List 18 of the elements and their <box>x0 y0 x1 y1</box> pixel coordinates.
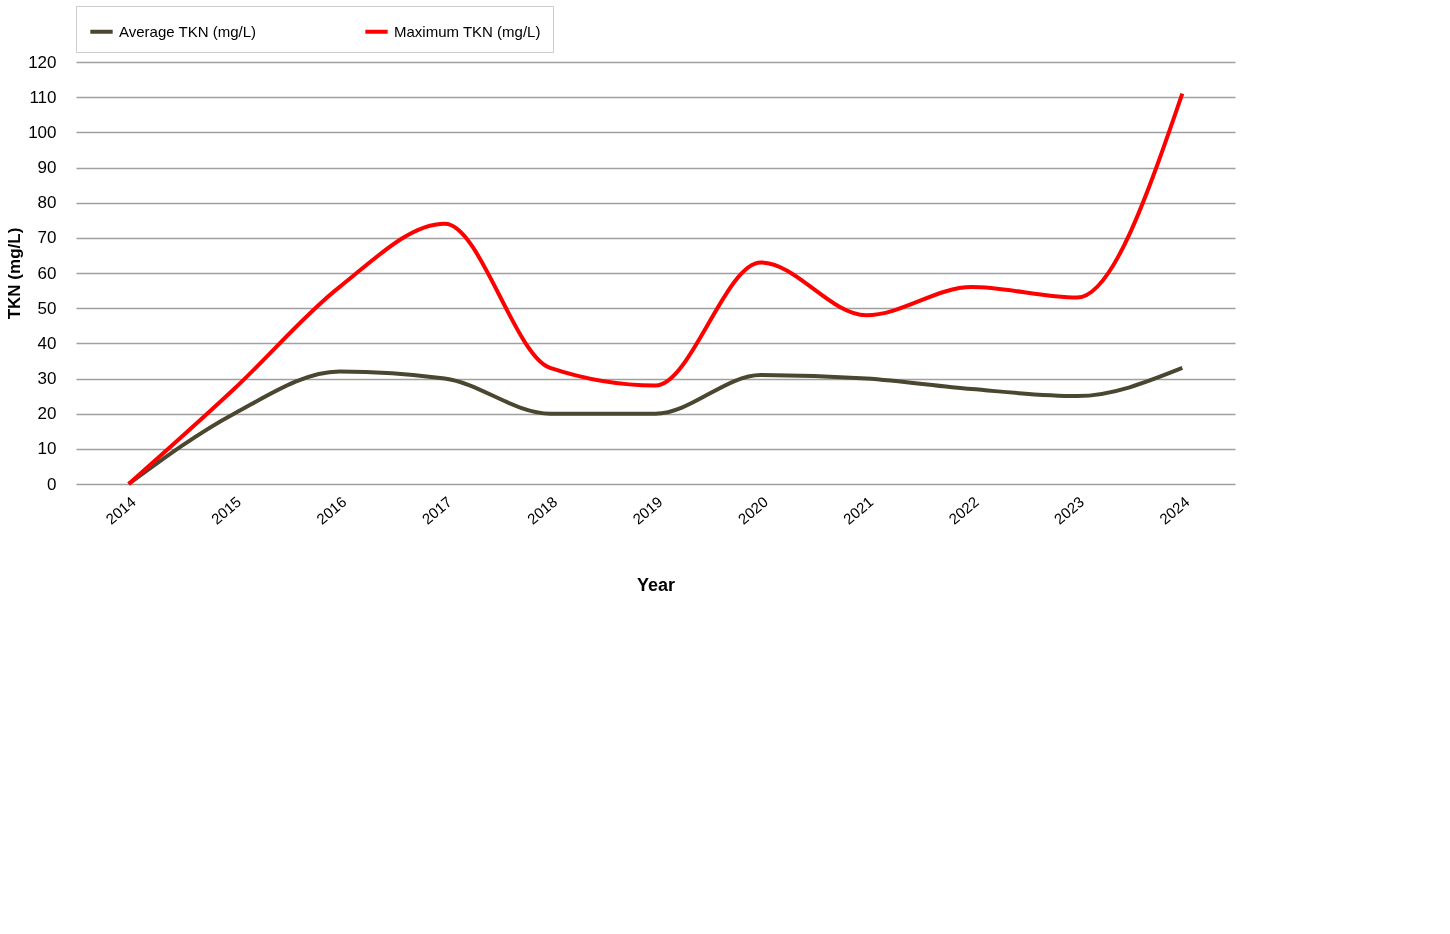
legend-label: Average TKN (mg/L) <box>119 22 256 40</box>
legend-label: Maximum TKN (mg/L) <box>394 22 541 40</box>
y-tick-label: 80 <box>37 193 57 213</box>
y-tick-label: 110 <box>29 87 57 107</box>
y-tick-label: 120 <box>28 52 57 72</box>
line-series <box>126 91 1185 486</box>
y-tick-label: 0 <box>47 474 57 494</box>
y-tick-label: 70 <box>37 228 57 248</box>
y-tick-label: 90 <box>37 158 57 177</box>
y-tick-label: 50 <box>37 298 57 318</box>
y-tick-label: 40 <box>37 333 57 353</box>
y-tick-label: 10 <box>37 439 57 459</box>
y-tick-label: 20 <box>37 404 57 424</box>
y-axis-title: TKN (mg/L) <box>5 227 25 320</box>
x-axis-title: Year <box>636 575 676 596</box>
y-tick-label: 30 <box>37 369 57 388</box>
y-tick-label: 60 <box>37 263 57 283</box>
y-tick-label: 100 <box>28 122 57 142</box>
